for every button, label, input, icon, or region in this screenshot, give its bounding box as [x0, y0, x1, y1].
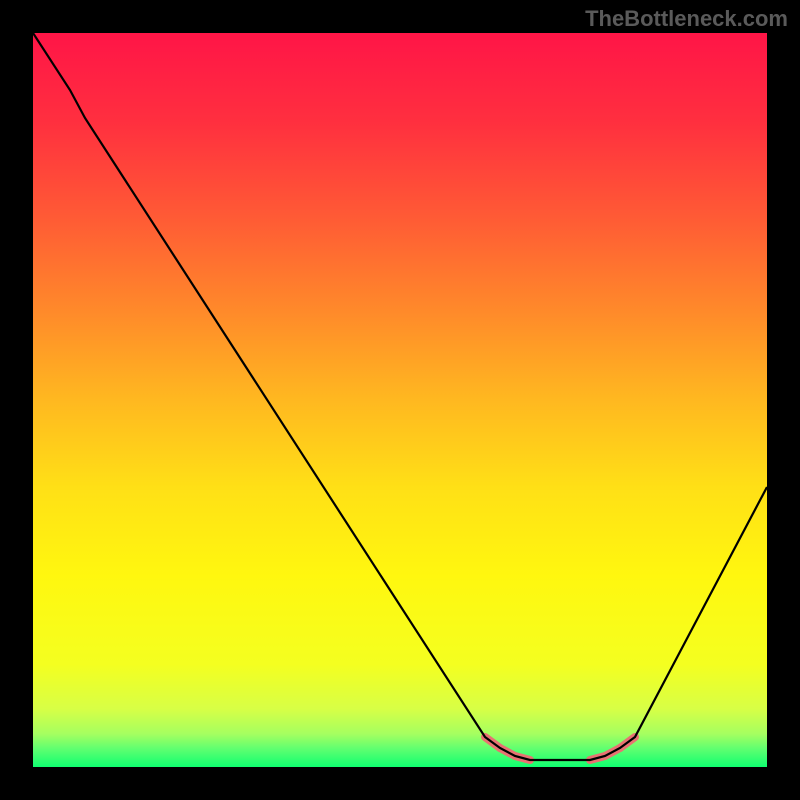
watermark-text: TheBottleneck.com	[585, 6, 788, 32]
bottleneck-chart: TheBottleneck.com	[0, 0, 800, 800]
chart-svg	[0, 0, 800, 800]
plot-background	[33, 33, 767, 767]
